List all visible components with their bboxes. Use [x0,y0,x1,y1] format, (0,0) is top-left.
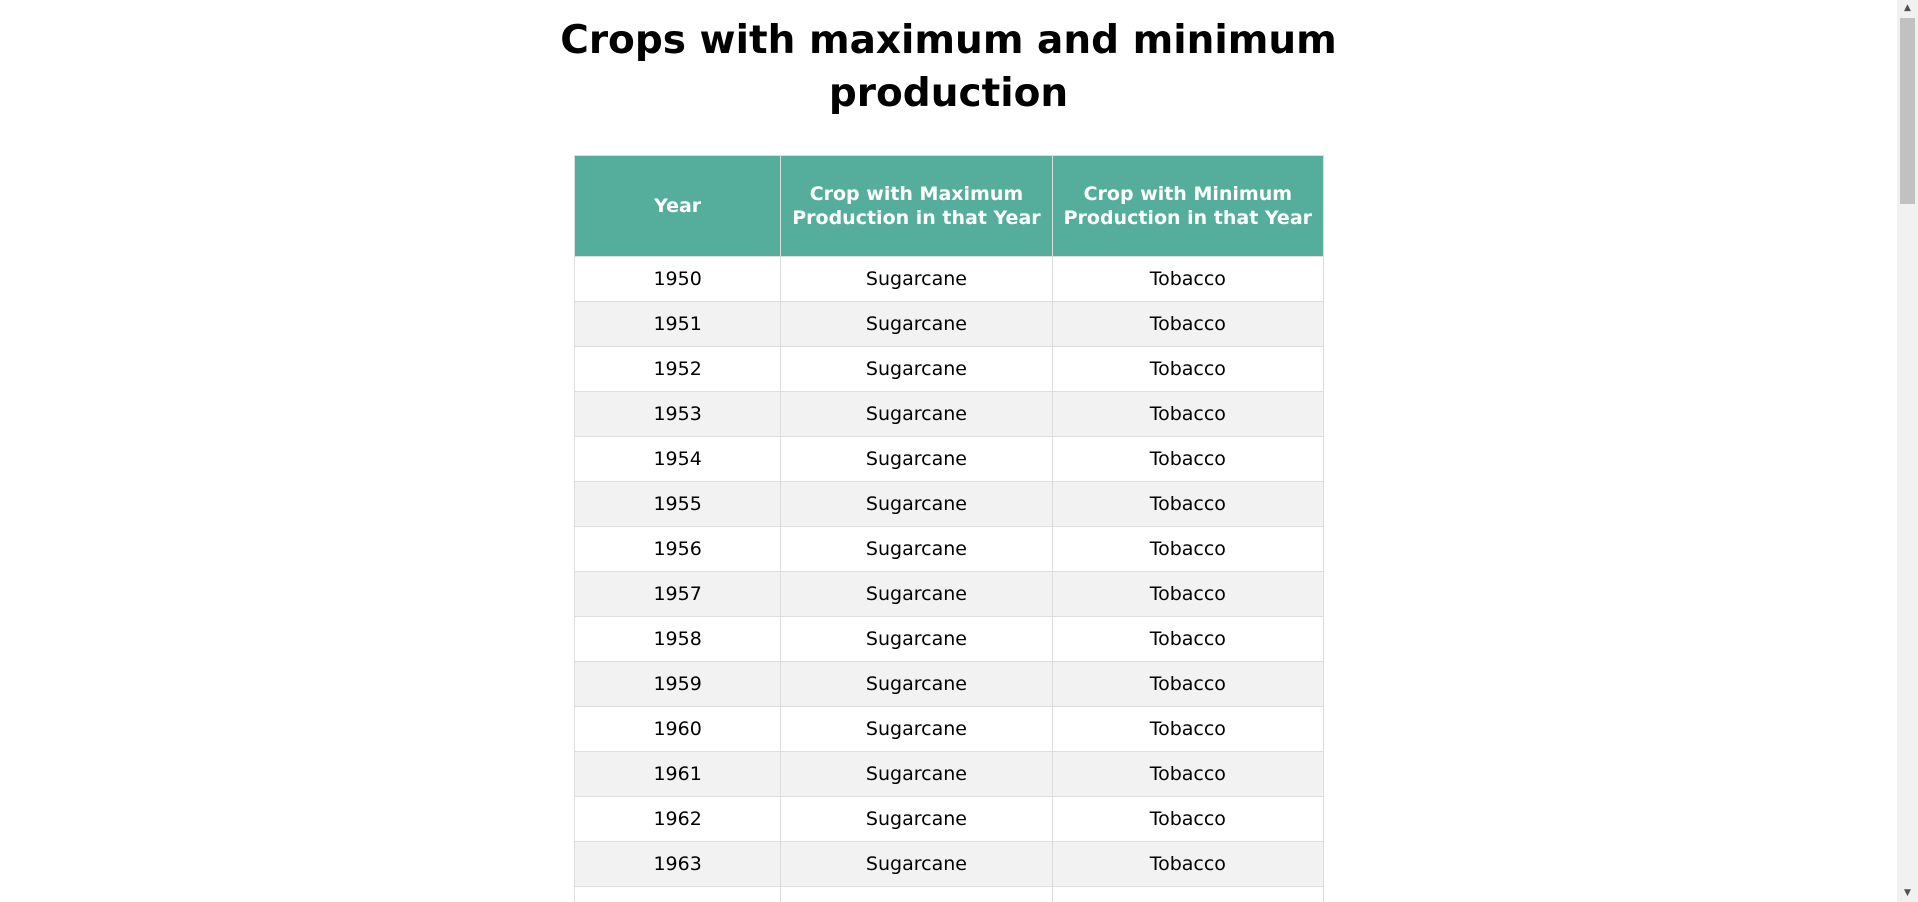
cell-year: 1955 [573,481,782,527]
cell-year: 1952 [573,346,782,392]
cell-min-crop: Tobacco [1051,391,1325,437]
table-row: 1959 Sugarcane Tobacco [573,661,1325,707]
scroll-up-arrow-icon[interactable]: ▲ [1904,3,1911,13]
cell-min-crop: Tobacco [1051,841,1325,887]
cell-year: 1959 [573,661,782,707]
cell-max-crop [780,886,1053,902]
scrollbar-thumb[interactable] [1900,18,1915,204]
cell-min-crop [1051,886,1325,902]
cell-year: 1956 [573,526,782,572]
cell-year: 1950 [573,256,782,302]
cell-min-crop: Tobacco [1051,436,1325,482]
table-row: 1957 Sugarcane Tobacco [573,571,1325,617]
cell-year: 1960 [573,706,782,752]
table-header-row: Year Crop with Maximum Production in tha… [573,155,1325,257]
table-row: 1956 Sugarcane Tobacco [573,526,1325,572]
table-row: 1962 Sugarcane Tobacco [573,796,1325,842]
page-title: Crops with maximum and minimum productio… [0,14,1897,120]
table-row: 1955 Sugarcane Tobacco [573,481,1325,527]
header-year: Year [573,155,782,257]
cell-min-crop: Tobacco [1051,346,1325,392]
table-row: 1951 Sugarcane Tobacco [573,301,1325,347]
table-row: 1961 Sugarcane Tobacco [573,751,1325,797]
cell-max-crop: Sugarcane [780,571,1053,617]
cell-max-crop: Sugarcane [780,706,1053,752]
cell-min-crop: Tobacco [1051,661,1325,707]
cell-max-crop: Sugarcane [780,301,1053,347]
cell-min-crop: Tobacco [1051,256,1325,302]
cell-year: 1951 [573,301,782,347]
table-body: 1950 Sugarcane Tobacco 1951 Sugarcane Tobacco… [573,256,1325,902]
cell-year: 1961 [573,751,782,797]
page-title-line-2: production [828,71,1069,116]
cell-year [573,886,782,902]
cell-min-crop: Tobacco [1051,751,1325,797]
table-row: 1963 Sugarcane Tobacco [573,841,1325,887]
table-row: 1960 Sugarcane Tobacco [573,706,1325,752]
cell-max-crop: Sugarcane [780,796,1053,842]
scroll-down-arrow-icon[interactable]: ▼ [1904,888,1911,898]
cell-max-crop: Sugarcane [780,481,1053,527]
cell-min-crop: Tobacco [1051,616,1325,662]
cell-max-crop: Sugarcane [780,526,1053,572]
cell-year: 1958 [573,616,782,662]
table-row: 1954 Sugarcane Tobacco [573,436,1325,482]
page-title-line-1: Crops with maximum and minimum [560,18,1337,63]
cell-max-crop: Sugarcane [780,436,1053,482]
cell-min-crop: Tobacco [1051,706,1325,752]
cell-max-crop: Sugarcane [780,256,1053,302]
cell-min-crop: Tobacco [1051,571,1325,617]
cell-max-crop: Sugarcane [780,751,1053,797]
cell-max-crop: Sugarcane [780,661,1053,707]
cell-max-crop: Sugarcane [780,616,1053,662]
table-row: 1950 Sugarcane Tobacco [573,256,1325,302]
cell-year: 1957 [573,571,782,617]
header-max-crop: Crop with Maximum Production in that Yea… [780,155,1053,257]
cell-year: 1963 [573,841,782,887]
cell-year: 1962 [573,796,782,842]
crops-table: Year Crop with Maximum Production in tha… [573,155,1325,902]
table-row [573,886,1325,902]
cell-max-crop: Sugarcane [780,346,1053,392]
header-min-crop: Crop with Minimum Production in that Yea… [1051,155,1325,257]
cell-min-crop: Tobacco [1051,526,1325,572]
cell-max-crop: Sugarcane [780,841,1053,887]
cell-year: 1954 [573,436,782,482]
cell-min-crop: Tobacco [1051,301,1325,347]
table-row: 1952 Sugarcane Tobacco [573,346,1325,392]
vertical-scrollbar[interactable]: ▲ ▼ [1897,0,1918,902]
table-row: 1953 Sugarcane Tobacco [573,391,1325,437]
table-row: 1958 Sugarcane Tobacco [573,616,1325,662]
cell-min-crop: Tobacco [1051,796,1325,842]
cell-year: 1953 [573,391,782,437]
cell-min-crop: Tobacco [1051,481,1325,527]
cell-max-crop: Sugarcane [780,391,1053,437]
